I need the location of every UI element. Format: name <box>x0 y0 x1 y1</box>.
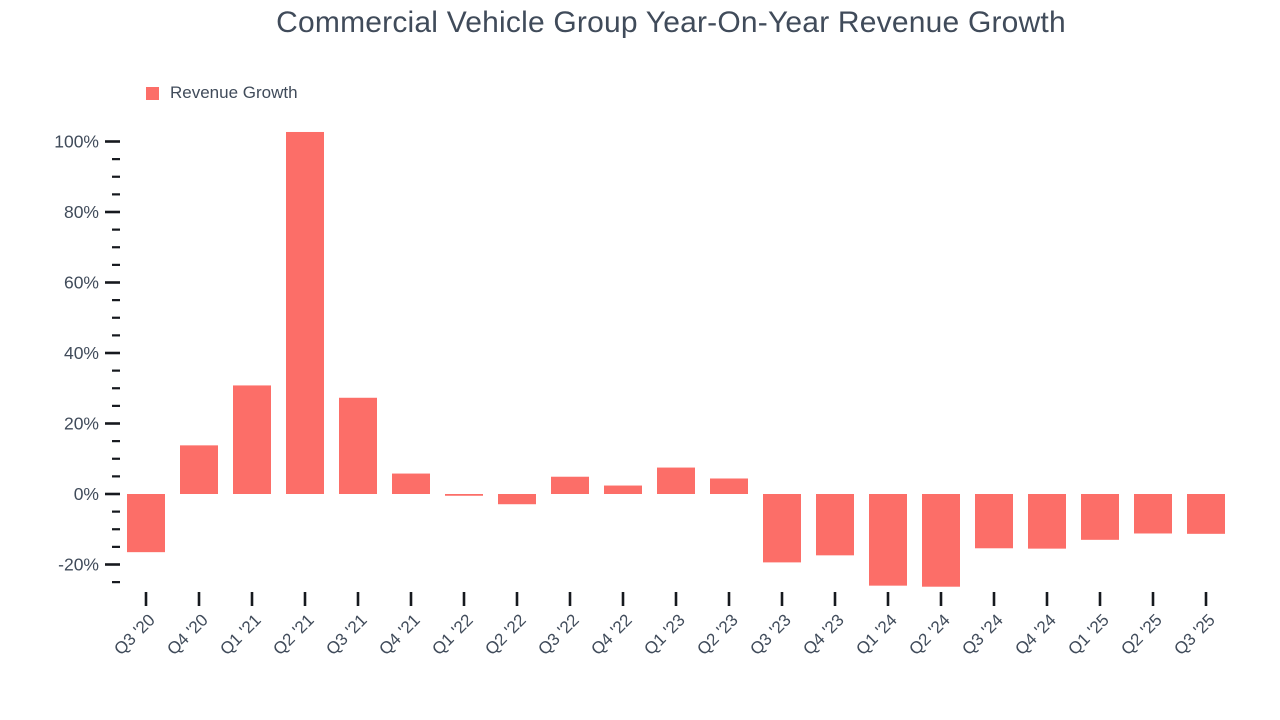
x-tick-label-q4-22: Q4 '22 <box>587 610 635 658</box>
bar-q2-24 <box>922 494 960 587</box>
bar-q3-20 <box>127 494 165 553</box>
legend-swatch-icon <box>146 86 159 100</box>
bar-q2-21 <box>286 131 324 495</box>
chart-title: Commercial Vehicle Group Year-On-Year Re… <box>276 6 1066 39</box>
bar-q4-22 <box>604 485 642 494</box>
x-tick-label-q3-20: Q3 '20 <box>110 610 158 658</box>
bar-q1-22 <box>445 494 483 496</box>
bar-q3-22 <box>551 476 589 494</box>
x-tick-label-q3-25: Q3 '25 <box>1170 610 1218 658</box>
y-tick-label-80: 80% <box>64 202 99 222</box>
bar-q4-21 <box>392 473 430 494</box>
x-tick-label-q3-21: Q3 '21 <box>322 610 370 658</box>
y-tick-label-20: 20% <box>64 414 99 434</box>
bar-q1-24 <box>869 494 907 586</box>
x-tick-label-q1-23: Q1 '23 <box>640 610 688 658</box>
bar-q2-23 <box>710 478 748 494</box>
x-tick-label-q4-21: Q4 '21 <box>375 610 423 658</box>
x-tick-label-q1-24: Q1 '24 <box>852 610 900 658</box>
y-tick-label--20: -20% <box>58 555 99 575</box>
x-tick-label-q2-21: Q2 '21 <box>269 610 317 658</box>
bar-q3-21 <box>339 397 377 494</box>
x-tick-label-q1-25: Q1 '25 <box>1064 610 1112 658</box>
bar-q1-21 <box>233 385 271 494</box>
y-tick-label-60: 60% <box>64 273 99 293</box>
x-tick-label-q1-21: Q1 '21 <box>216 610 264 658</box>
bar-q2-25 <box>1134 494 1172 534</box>
x-tick-label-q4-24: Q4 '24 <box>1011 610 1059 658</box>
bar-q3-24 <box>975 494 1013 549</box>
bar-q1-25 <box>1081 494 1119 540</box>
y-tick-label-100: 100% <box>54 132 99 152</box>
legend: Revenue Growth <box>146 83 298 103</box>
x-tick-label-q3-24: Q3 '24 <box>958 610 1006 658</box>
y-tick-label-0: 0% <box>74 484 99 504</box>
y-tick-label-40: 40% <box>64 343 99 363</box>
bar-q3-25 <box>1187 494 1225 534</box>
bar-q4-24 <box>1028 494 1066 549</box>
x-tick-label-q4-23: Q4 '23 <box>799 610 847 658</box>
x-tick-label-q3-23: Q3 '23 <box>746 610 794 658</box>
bar-q4-20 <box>180 445 218 494</box>
x-tick-label-q4-20: Q4 '20 <box>163 610 211 658</box>
x-tick-label-q3-22: Q3 '22 <box>534 610 582 658</box>
x-tick-label-q2-25: Q2 '25 <box>1117 610 1165 658</box>
x-tick-label-q2-23: Q2 '23 <box>693 610 741 658</box>
x-tick-label-q1-22: Q1 '22 <box>428 610 476 658</box>
x-tick-label-q2-22: Q2 '22 <box>481 610 529 658</box>
bar-q2-22 <box>498 494 536 505</box>
legend-label: Revenue Growth <box>170 83 298 102</box>
bar-q1-23 <box>657 467 695 494</box>
bar-q3-23 <box>763 494 801 563</box>
bar-q4-23 <box>816 494 854 556</box>
x-tick-label-q2-24: Q2 '24 <box>905 610 953 658</box>
